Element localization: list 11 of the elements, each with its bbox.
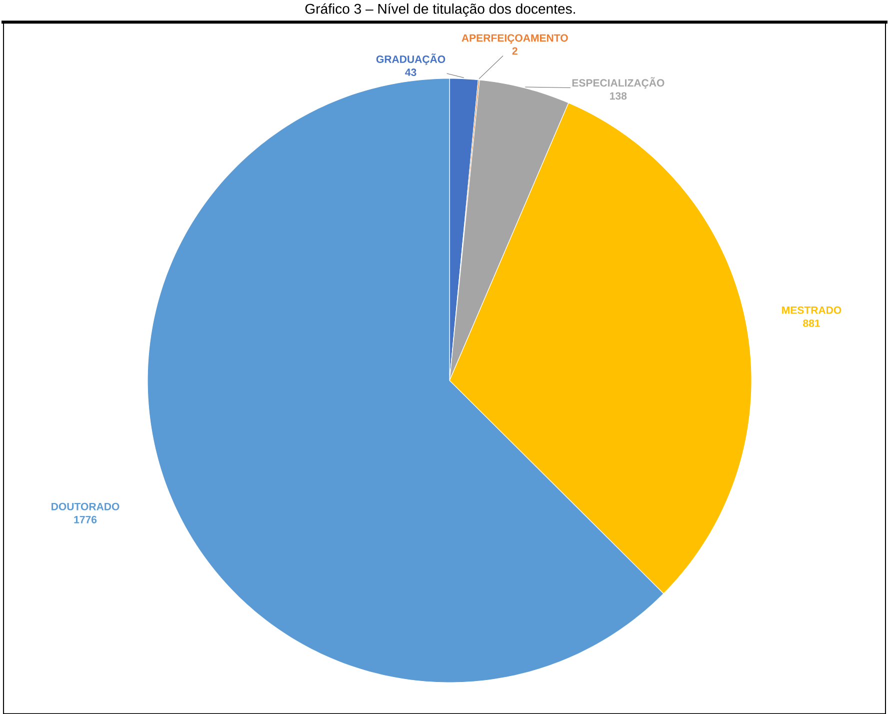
slice-label: APERFEIÇOAMENTO [462,34,568,44]
data-label: 2 [512,47,518,54]
data-label: 138 [610,92,627,100]
slice-label: MESTRADO [782,306,842,314]
slice-label: ESPECIALIZAÇÃO [572,77,664,89]
chart-title: Gráfico 3 – Nível de titulação dos docentes. [305,3,575,17]
data-label: 43 [405,68,416,76]
slice-label: DOUTORADO [52,502,120,510]
data-label: 1776 [74,516,97,524]
slice-label: GRADUAÇÃO [376,53,446,65]
data-label: 881 [803,319,820,327]
